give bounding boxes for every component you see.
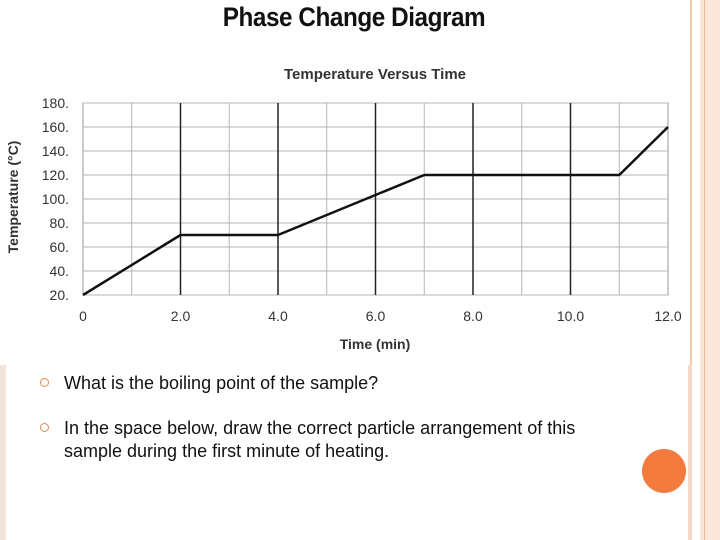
heating-curve-line xyxy=(82,126,669,297)
bullet-item: In the space below, draw the correct par… xyxy=(40,417,600,463)
x-tick-label: 0 xyxy=(79,308,87,324)
bullet-circle-icon xyxy=(40,423,49,432)
y-tick-label: 160. xyxy=(42,119,69,135)
right-accent-bar xyxy=(688,365,692,540)
x-tick-label: 8.0 xyxy=(463,308,483,324)
bullet-list: What is the boiling point of the sample?… xyxy=(40,372,600,485)
y-tick-label: 80. xyxy=(50,215,69,231)
chart-grid xyxy=(82,102,669,296)
x-tick-label: 4.0 xyxy=(268,308,288,324)
temperature-vs-time-chart: Temperature Versus Time 20. 40. 60. 80. 100.… xyxy=(5,66,682,352)
chart-title: Temperature Versus Time xyxy=(284,66,466,83)
y-tick-label: 100. xyxy=(42,191,69,207)
bullet-text: In the space below, draw the correct par… xyxy=(64,418,576,461)
y-axis-label: Temperature (°C) xyxy=(5,141,21,254)
y-tick-label: 20. xyxy=(50,287,69,303)
chart-ticks: 20. 40. 60. 80. 100. 120. 140. 160. 180. 0 2.0 4.0 6… xyxy=(42,95,682,324)
slide-title: Phase Change Diagram xyxy=(222,2,486,32)
x-tick-label: 2.0 xyxy=(171,308,191,324)
right-border-band xyxy=(700,0,720,540)
y-tick-label: 40. xyxy=(50,263,69,279)
left-accent-bar xyxy=(0,365,6,540)
x-tick-label: 10.0 xyxy=(557,308,584,324)
bullet-item: What is the boiling point of the sample? xyxy=(40,372,600,395)
y-tick-label: 120. xyxy=(42,167,69,183)
right-border-line xyxy=(704,0,705,540)
right-border-outer xyxy=(690,0,692,540)
bullet-text: What is the boiling point of the sample? xyxy=(64,373,379,393)
y-tick-label: 180. xyxy=(42,95,69,111)
bullet-circle-icon xyxy=(40,378,49,387)
y-tick-label: 140. xyxy=(42,143,69,159)
x-tick-label: 6.0 xyxy=(366,308,386,324)
chart-series xyxy=(82,126,669,297)
x-tick-label: 12.0 xyxy=(654,308,681,324)
x-axis-label: Time (min) xyxy=(340,336,411,352)
orange-circle-decoration xyxy=(642,449,686,493)
y-tick-label: 60. xyxy=(50,239,69,255)
